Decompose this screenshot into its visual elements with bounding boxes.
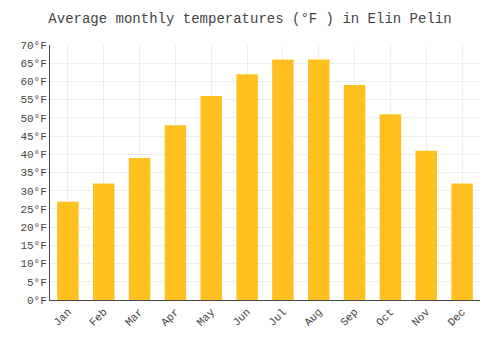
svg-text:Average monthly temperatures (: Average monthly temperatures (°F ) in El…: [48, 11, 451, 27]
svg-text:40°F: 40°F: [20, 149, 46, 161]
svg-text:20°F: 20°F: [20, 222, 46, 234]
svg-text:Jul: Jul: [266, 306, 288, 328]
svg-text:Aug: Aug: [302, 306, 324, 328]
svg-text:45°F: 45°F: [20, 131, 46, 143]
svg-text:55°F: 55°F: [20, 94, 46, 106]
svg-text:65°F: 65°F: [20, 58, 46, 70]
svg-text:25°F: 25°F: [20, 204, 46, 216]
svg-text:Sep: Sep: [338, 306, 360, 328]
svg-text:70°F: 70°F: [20, 40, 46, 52]
svg-text:Jan: Jan: [51, 306, 73, 328]
svg-text:Feb: Feb: [87, 306, 109, 328]
svg-text:Nov: Nov: [410, 306, 433, 329]
svg-text:15°F: 15°F: [20, 240, 46, 252]
svg-text:50°F: 50°F: [20, 113, 46, 125]
svg-text:60°F: 60°F: [20, 76, 46, 88]
svg-text:Dec: Dec: [446, 306, 468, 328]
svg-text:Jun: Jun: [231, 306, 253, 328]
svg-text:Apr: Apr: [159, 306, 181, 328]
svg-text:10°F: 10°F: [20, 258, 46, 270]
svg-text:35°F: 35°F: [20, 167, 46, 179]
svg-text:0°F: 0°F: [27, 295, 47, 307]
svg-text:5°F: 5°F: [27, 277, 47, 289]
svg-text:30°F: 30°F: [20, 186, 46, 198]
svg-text:May: May: [195, 306, 218, 329]
svg-text:Mar: Mar: [123, 306, 145, 328]
svg-text:Oct: Oct: [374, 306, 396, 328]
